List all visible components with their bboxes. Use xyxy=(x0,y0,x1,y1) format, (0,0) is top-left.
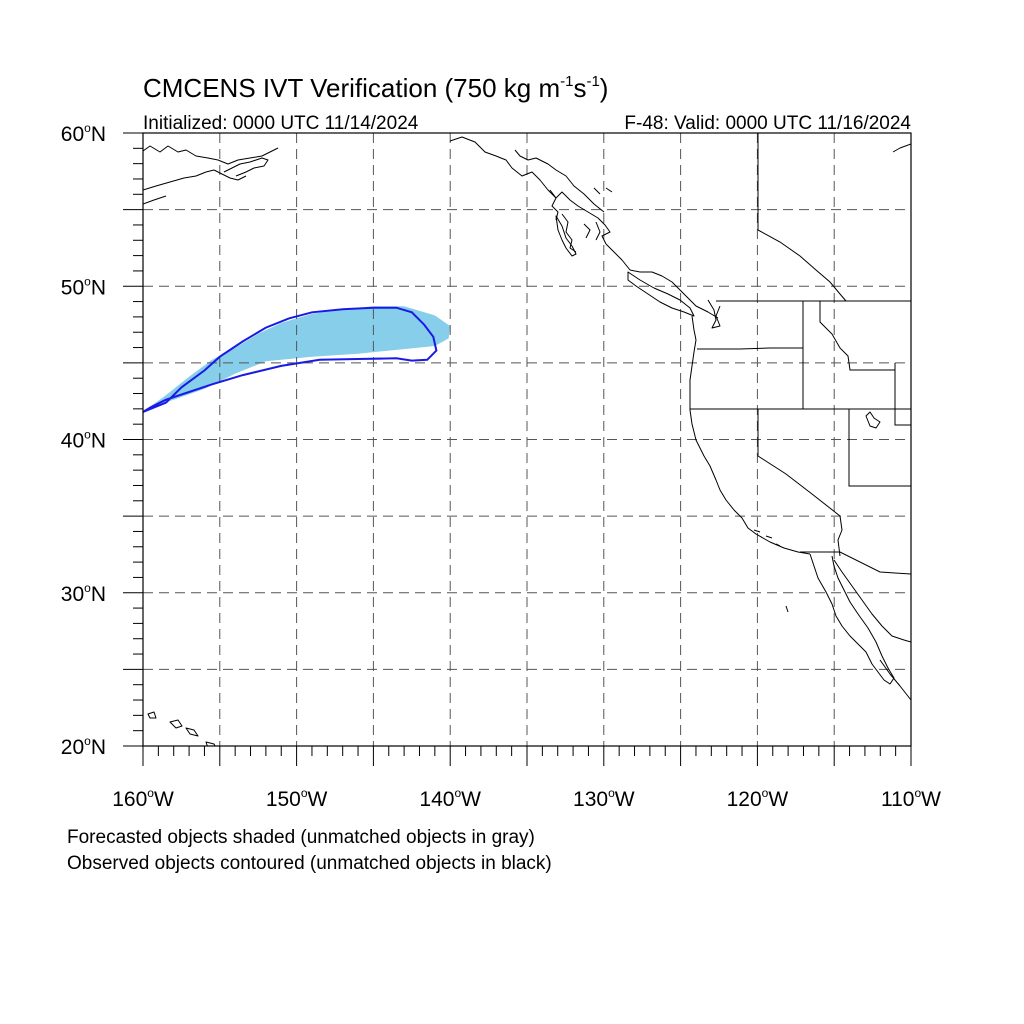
lat-label: 30oN xyxy=(61,581,106,606)
tick-marks xyxy=(123,132,912,766)
alaska-panhandle-outer xyxy=(514,149,605,213)
lon-label: 120oW xyxy=(727,786,789,811)
california-nevada-border xyxy=(757,409,841,517)
baja-california xyxy=(809,553,895,685)
wyoming-border xyxy=(894,363,911,426)
longitude-labels: 160oW 150oW 140oW 130oW 120oW 110oW xyxy=(112,786,941,811)
forecast-caption: Forecasted objects shaded (unmatched obj… xyxy=(67,827,535,848)
mexico-coast xyxy=(833,559,911,643)
initialized-label: Initialized: 0000 UTC 11/14/2024 xyxy=(143,113,419,134)
hudson-bay-edge xyxy=(892,143,911,153)
lon-label: 140oW xyxy=(419,786,481,811)
bc-alberta-border xyxy=(757,133,847,302)
map-title: CMCENS IVT Verification (750 kg m-1s-1) xyxy=(143,73,608,103)
kodiak-aleutians xyxy=(143,157,269,205)
nevada-utah-border xyxy=(848,409,911,487)
haida-gwaii xyxy=(555,215,577,257)
great-salt-lake xyxy=(865,411,881,429)
lon-label: 130oW xyxy=(573,786,635,811)
hawaii-islands xyxy=(147,711,216,746)
lon-label: 110oW xyxy=(881,786,941,811)
lon-label: 160oW xyxy=(112,786,174,811)
mexico-coast-south xyxy=(879,659,911,701)
observed-object-contour xyxy=(143,306,438,413)
puget-sound xyxy=(707,299,721,329)
lat-label: 20oN xyxy=(61,734,106,759)
lat-label: 40oN xyxy=(61,428,106,453)
political-boundaries xyxy=(690,133,911,575)
washington-oregon-border xyxy=(697,347,803,350)
gridlines xyxy=(143,133,911,746)
alaska-coast xyxy=(449,136,611,245)
guadalupe-island xyxy=(785,605,789,613)
channel-islands xyxy=(753,529,781,547)
mexico-border xyxy=(800,551,911,575)
arizona-border xyxy=(837,515,843,557)
coastlines xyxy=(143,136,911,746)
us-west-coast xyxy=(689,315,811,555)
panhandle-islands xyxy=(549,187,613,253)
bc-coast xyxy=(605,243,719,319)
vancouver-island xyxy=(627,271,695,317)
alaska-peninsula xyxy=(143,145,279,165)
lon-label: 150oW xyxy=(266,786,328,811)
idaho-border xyxy=(802,301,895,409)
observed-caption: Observed objects contoured (unmatched ob… xyxy=(67,853,552,874)
valid-time-label: F-48: Valid: 0000 UTC 11/16/2024 xyxy=(624,113,911,134)
latitude-labels: 60oN 50oN 40oN 30oN 20oN xyxy=(61,121,106,759)
lat-label: 50oN xyxy=(61,274,106,299)
lat-label: 60oN xyxy=(61,121,106,146)
